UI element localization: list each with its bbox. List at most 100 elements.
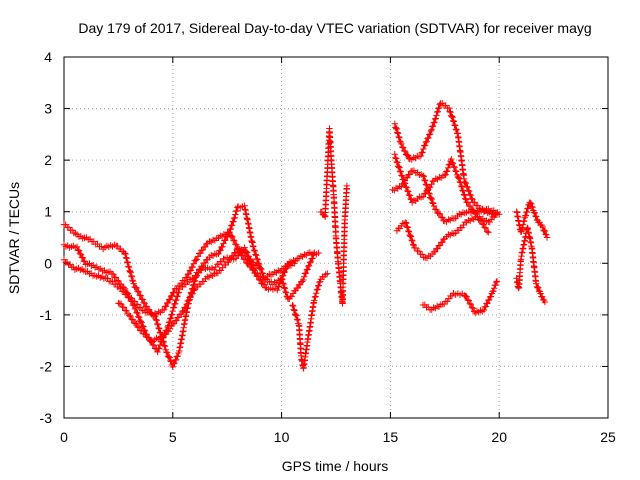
data-point [169, 307, 176, 315]
data-point [531, 209, 538, 217]
data-point [424, 185, 431, 192]
data-point [185, 297, 192, 304]
data-point [281, 284, 288, 291]
data-point [407, 232, 414, 240]
data-point [422, 181, 430, 188]
data-point [112, 274, 119, 281]
data-point [289, 302, 297, 310]
data-point [480, 306, 488, 314]
data-point [311, 297, 318, 304]
data-point [117, 285, 124, 292]
data-point [215, 250, 222, 257]
data-point [474, 202, 481, 209]
data-point [464, 296, 471, 304]
data-point [170, 288, 178, 296]
data-point [126, 267, 133, 274]
data-point [121, 250, 129, 257]
data-point [168, 311, 176, 318]
data-point [460, 187, 467, 195]
x-tick-label: 10 [274, 429, 290, 445]
data-point [539, 223, 546, 231]
data-point [162, 302, 170, 310]
data-point [306, 262, 313, 269]
data-point [291, 307, 298, 314]
data-point [439, 238, 446, 246]
data-point [322, 271, 329, 278]
data-point [291, 310, 299, 318]
data-point [449, 117, 457, 124]
data-point [117, 245, 124, 253]
data-point [252, 251, 259, 258]
data-point [541, 227, 549, 235]
data-point [190, 260, 197, 267]
data-point [490, 285, 498, 292]
data-point [135, 324, 143, 331]
data-point [214, 269, 222, 277]
data-point [77, 250, 85, 258]
data-point [117, 300, 125, 308]
data-point [450, 163, 457, 170]
data-point [173, 293, 181, 300]
data-point [407, 195, 414, 203]
data-point [137, 304, 144, 311]
data-point [400, 180, 407, 187]
data-point [461, 191, 468, 199]
data-point [409, 241, 417, 248]
data-point [79, 254, 87, 262]
data-point [138, 295, 145, 303]
data-point [123, 255, 130, 262]
data-point [152, 316, 160, 323]
data-point [423, 138, 430, 145]
data-point [407, 233, 415, 240]
data-point [397, 168, 404, 176]
data-point [493, 278, 500, 286]
data-point [137, 318, 145, 325]
data-point [275, 283, 283, 290]
data-point [425, 189, 433, 197]
data-point [429, 122, 437, 130]
y-tick-label: -3 [40, 410, 53, 426]
y-tick-label: 0 [44, 255, 52, 271]
data-point [418, 251, 426, 258]
data-point [167, 357, 174, 365]
data-point [170, 304, 177, 312]
data-point [170, 304, 178, 311]
data-point [421, 142, 429, 149]
data-point [140, 323, 147, 330]
data-point [161, 343, 169, 350]
data-point [455, 175, 463, 182]
data-point [219, 243, 226, 250]
data-point [171, 300, 178, 308]
data-point [459, 187, 466, 194]
data-point [226, 228, 233, 236]
data-point [464, 199, 471, 206]
data-point [302, 269, 310, 277]
data-point [454, 173, 462, 181]
series-track-12 [513, 199, 551, 241]
data-point [174, 352, 181, 360]
axis-ticks: 0 5 10 15 20 25 -3 -2 -1 0 1 2 3 4 [40, 49, 616, 445]
data-point [403, 184, 410, 191]
data-point [456, 178, 464, 186]
data-point [109, 270, 117, 278]
data-point [176, 282, 183, 290]
data-point [394, 159, 401, 166]
data-point [403, 220, 410, 227]
data-point [543, 234, 551, 241]
data-point [153, 317, 160, 324]
data-point [398, 172, 405, 179]
data-point [195, 269, 202, 277]
y-tick-label: -1 [40, 307, 53, 323]
data-point [518, 228, 525, 235]
data-point [168, 292, 176, 299]
data-point [129, 277, 136, 284]
data-point [392, 124, 400, 132]
data-point [189, 263, 196, 271]
y-tick-label: -2 [40, 358, 53, 374]
data-point [462, 196, 470, 203]
data-point [309, 254, 316, 262]
data-point [163, 348, 170, 356]
data-point [431, 119, 438, 126]
data-point [300, 276, 307, 284]
data-point [447, 112, 455, 119]
